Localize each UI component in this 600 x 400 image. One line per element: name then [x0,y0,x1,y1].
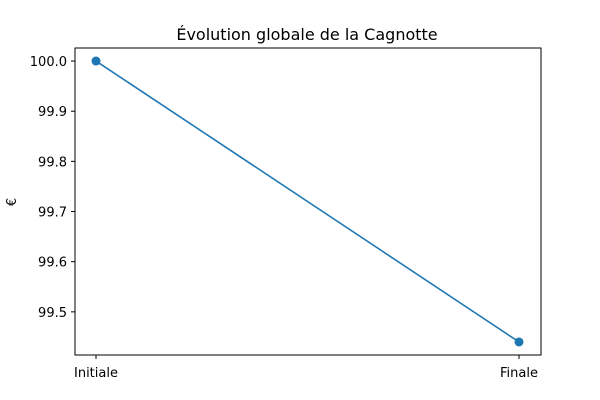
y-axis-ticks: 99.5 99.6 99.7 99.8 99.9 100.0 [30,55,75,321]
plot-frame [74,47,542,356]
y-tick-label: 99.8 [38,155,67,170]
series-layer [91,56,524,347]
y-axis-label: € [5,198,20,206]
y-tick-label: 99.9 [38,105,67,120]
data-point [91,56,101,66]
series-line [95,60,520,343]
x-axis-ticks: Initiale Finale [74,355,538,381]
y-tick-label: 99.5 [38,306,67,321]
y-tick-label: 100.0 [30,55,67,70]
chart-title: Évolution globale de la Cagnotte [176,25,437,44]
y-tick-label: 99.7 [38,206,67,221]
x-tick-label: Finale [500,366,538,381]
x-tick-label: Initiale [74,366,118,381]
data-point [514,337,524,347]
y-tick-label: 99.6 [38,256,67,271]
